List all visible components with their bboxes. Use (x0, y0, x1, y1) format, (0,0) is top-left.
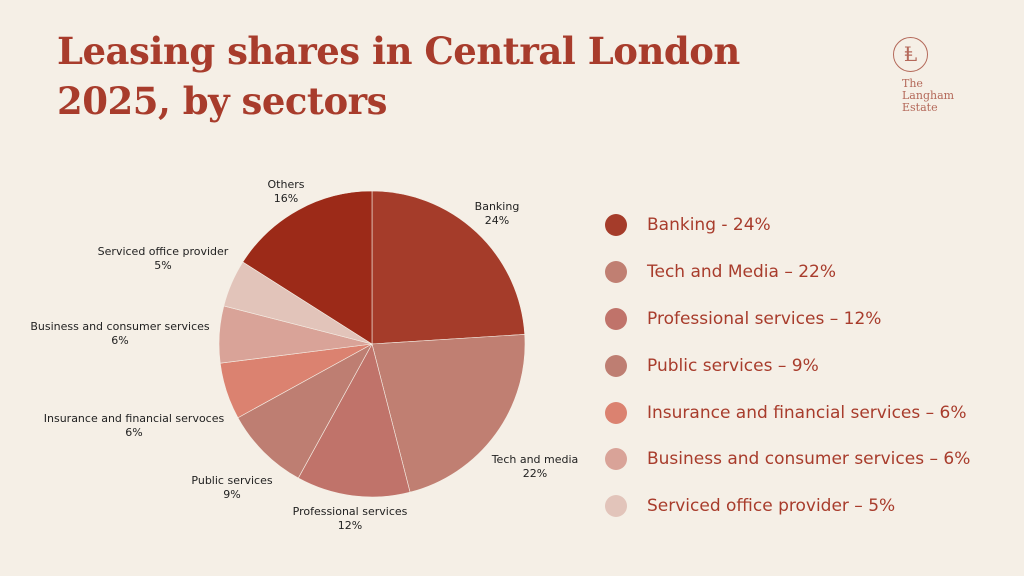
pie-slice-public-services (237, 343, 373, 479)
pie-slice-tech-and-media (371, 334, 526, 493)
slice-value-label: 6% (125, 426, 142, 439)
legend-label: Tech and Media – 22% (647, 262, 837, 283)
slice-label: Serviced office provider (98, 245, 229, 258)
slice-value-label: 6% (111, 334, 128, 347)
legend-label: Business and consumer services – 6% (647, 449, 971, 470)
legend-entry: Professional services – 12% (605, 296, 970, 343)
legend-swatch (605, 495, 627, 518)
legend-entry: Business and consumer services – 6% (605, 436, 970, 483)
slice-value-label: 9% (223, 488, 240, 501)
legend-entry: Tech and Media – 22% (605, 249, 970, 296)
legend-swatch (605, 401, 627, 424)
legend-entry: Public services – 9% (605, 342, 970, 389)
slice-label: Tech and media (491, 453, 579, 466)
slice-label: Public services (191, 474, 272, 487)
legend-entry: Banking - 24% (605, 202, 970, 249)
legend-label: Insurance and financial services – 6% (647, 402, 967, 423)
slice-value-label: 16% (274, 192, 298, 205)
logo-text: The Langham Estate (902, 77, 955, 114)
legend-entry: Insurance and financial services – 6% (605, 389, 970, 436)
slice-label: Business and consumer services (30, 320, 210, 333)
legend-swatch (605, 261, 627, 284)
legend-label: Public services – 9% (647, 355, 819, 376)
pie-slice-professional-services (297, 343, 411, 498)
legend: Banking - 24% Tech and Media – 22% Profess… (605, 202, 970, 530)
legend-label: Serviced office provider – 5% (647, 496, 896, 517)
langham-estate-logo: Ⱡ The Langham Estate (893, 37, 973, 114)
slice-value-label: 12% (338, 519, 362, 532)
legend-swatch (605, 448, 627, 471)
slice-value-label: 5% (154, 259, 171, 272)
slice-label: Others (268, 178, 305, 191)
slice-label: Insurance and financial servoces (44, 412, 225, 425)
logo-monogram-icon: Ⱡ (893, 37, 928, 72)
legend-swatch (605, 354, 627, 377)
legend-swatch (605, 307, 627, 330)
legend-swatch (605, 214, 627, 237)
slice-label: Professional services (293, 505, 408, 518)
legend-label: Professional services – 12% (647, 308, 882, 329)
chart-title: Leasing shares in Central London 2025, b… (57, 29, 740, 123)
slice-value-label: 22% (523, 467, 547, 480)
slice-value-label: 24% (485, 214, 509, 227)
pie-slice-banking (371, 190, 526, 345)
legend-entry: Serviced office provider – 5% (605, 483, 970, 530)
pie-slice-others (242, 190, 373, 345)
legend-label: Banking - 24% (647, 215, 771, 236)
slice-label: Banking (475, 200, 520, 213)
